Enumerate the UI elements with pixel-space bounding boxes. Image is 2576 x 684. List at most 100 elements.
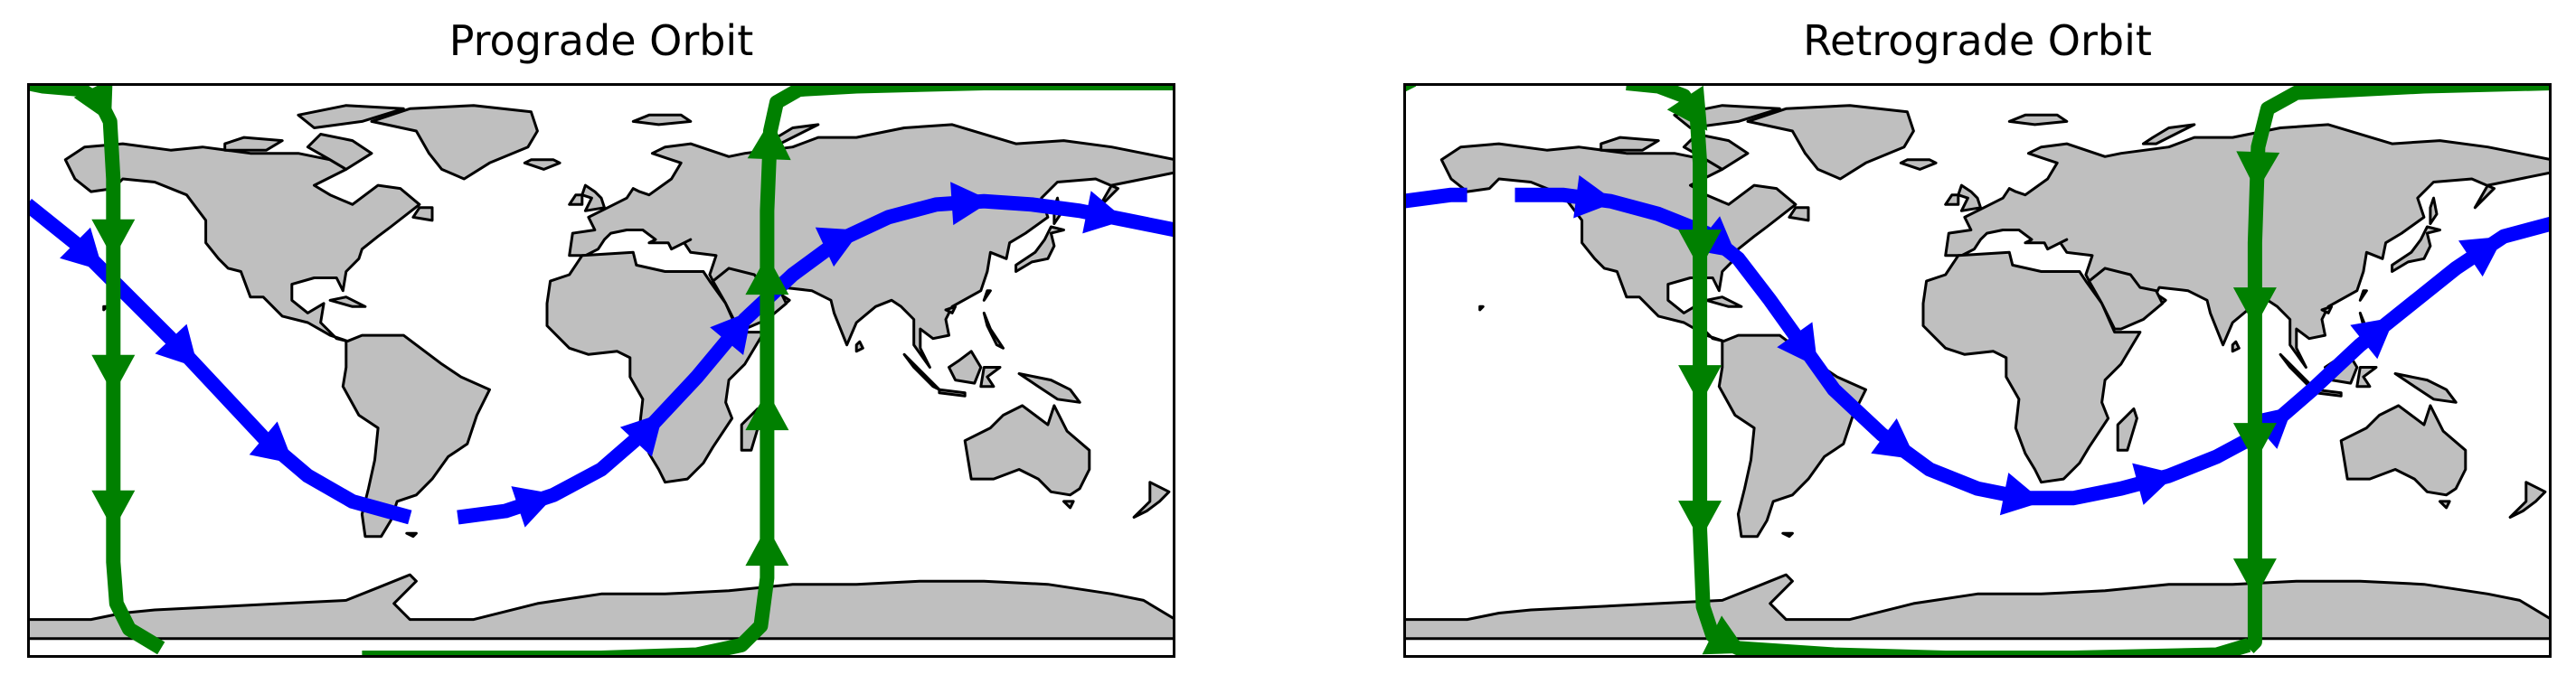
land-north-america	[1439, 142, 1798, 343]
land-uk	[1957, 183, 1982, 212]
ground-track-arrow	[619, 413, 664, 457]
land-new-zealand	[1132, 481, 1171, 519]
polar-track-arrow	[73, 83, 113, 124]
land-sulawesi	[979, 366, 1002, 389]
land-new-guinea	[2393, 372, 2458, 404]
land-hainan	[2320, 305, 2334, 314]
land-svalbard	[2007, 113, 2069, 126]
land-eurasia	[568, 123, 1175, 369]
ground-track-arrow	[249, 421, 294, 464]
polar-track-arrow	[745, 526, 789, 567]
land-south-america	[341, 333, 491, 539]
panel-title-prograde: Prograde Orbit	[448, 16, 754, 65]
land-sulawesi	[2355, 366, 2378, 389]
polar-track-arrow	[91, 354, 136, 395]
track-layer	[1403, 83, 2552, 658]
land-victoria-island	[223, 136, 284, 152]
land-svalbard	[631, 113, 693, 126]
ground-track-arrow	[950, 182, 992, 226]
map-frame	[1403, 83, 2552, 658]
polar-track-arrow	[1678, 501, 1722, 541]
polar-track-arrow	[745, 255, 789, 295]
land-africa	[545, 250, 766, 484]
ground-track-arrow	[2350, 317, 2395, 360]
land-ellesmere	[297, 104, 405, 129]
land-sumatra	[902, 352, 941, 391]
polar-track-arrow	[91, 490, 136, 530]
land-falklands	[1781, 531, 1794, 539]
land-borneo	[948, 350, 983, 385]
land-greenland	[1746, 104, 1915, 181]
ground-track-arrow	[1871, 418, 1916, 460]
ground-track-arrow	[155, 323, 199, 369]
land-greenland	[370, 104, 539, 181]
ground-track-arrow	[1777, 322, 1818, 368]
panel-title-retrograde: Retrograde Orbit	[1803, 16, 2152, 65]
land-hainan	[944, 305, 958, 314]
ground-track-arrow	[710, 310, 752, 355]
land-south-america	[1717, 333, 1867, 539]
land-iceland	[523, 158, 561, 171]
land-newfoundland	[1788, 206, 1810, 222]
land-ireland	[568, 193, 584, 206]
land-falklands	[405, 531, 418, 539]
map-prograde	[27, 83, 1175, 658]
polar-track-arrow	[1678, 230, 1722, 270]
land-madagascar	[2116, 407, 2138, 452]
land-java	[938, 388, 967, 398]
land-cuba	[328, 295, 367, 308]
polar-track-arrow	[747, 119, 791, 161]
land-cuba	[1704, 295, 1743, 308]
map-frame	[27, 83, 1175, 658]
land-ireland	[1944, 193, 1960, 206]
ground-track-arrow	[2132, 463, 2176, 505]
land-baffin	[306, 133, 373, 171]
land-australia	[963, 404, 1091, 497]
land-new-zealand	[2508, 481, 2547, 519]
polar-track-line	[27, 83, 165, 655]
land-uk	[580, 183, 606, 212]
ground-track-arrow	[60, 227, 104, 271]
map-retrograde	[1403, 83, 2552, 658]
land-arabia	[2088, 267, 2165, 331]
polar-track-arrow	[2236, 151, 2280, 192]
land-newfoundland	[411, 206, 434, 222]
polar-track-arrow	[2232, 558, 2277, 599]
land-taiwan	[2358, 289, 2368, 302]
polar-track-arrow	[2232, 287, 2277, 328]
land-antarctica	[27, 573, 1175, 641]
land-africa	[1921, 250, 2142, 484]
land-hawaii	[1478, 305, 1485, 312]
land-sri-lanka	[854, 340, 864, 353]
land-iceland	[1899, 158, 1938, 171]
polar-track-arrow	[745, 390, 789, 431]
land-philippines	[982, 311, 1005, 350]
land-tasmania	[2439, 500, 2451, 510]
ground-track-arrow	[1082, 191, 1126, 234]
polar-track-arrow	[1678, 365, 1722, 406]
polar-track-arrow	[2232, 423, 2277, 464]
land-taiwan	[982, 289, 992, 302]
ground-track-line	[457, 193, 1175, 525]
ground-track-arrow	[2458, 236, 2504, 277]
ground-track-arrow	[1999, 473, 2043, 516]
land-layer	[1403, 104, 2552, 641]
land-tasmania	[1062, 500, 1075, 510]
land-novaya-zemlya	[2141, 123, 2196, 145]
polar-track-arrow	[91, 219, 136, 259]
ground-track-arrow	[815, 227, 861, 267]
polar-track-arrow	[1666, 85, 1708, 131]
land-sri-lanka	[2231, 340, 2241, 353]
land-japan	[2391, 225, 2441, 273]
land-japan	[1014, 225, 1065, 273]
polar-track-line	[1403, 83, 1417, 93]
ground-track-line	[1403, 187, 1467, 209]
polar-track-arrow	[1702, 615, 1748, 655]
land-sakhalin	[2429, 196, 2439, 225]
land-victoria-island	[1599, 136, 1660, 152]
land-australia	[2339, 404, 2467, 497]
land-new-guinea	[1017, 372, 1081, 404]
ground-track-arrow	[1573, 174, 1616, 219]
ground-track-arrow	[511, 486, 556, 528]
land-antarctica	[1403, 573, 2552, 641]
